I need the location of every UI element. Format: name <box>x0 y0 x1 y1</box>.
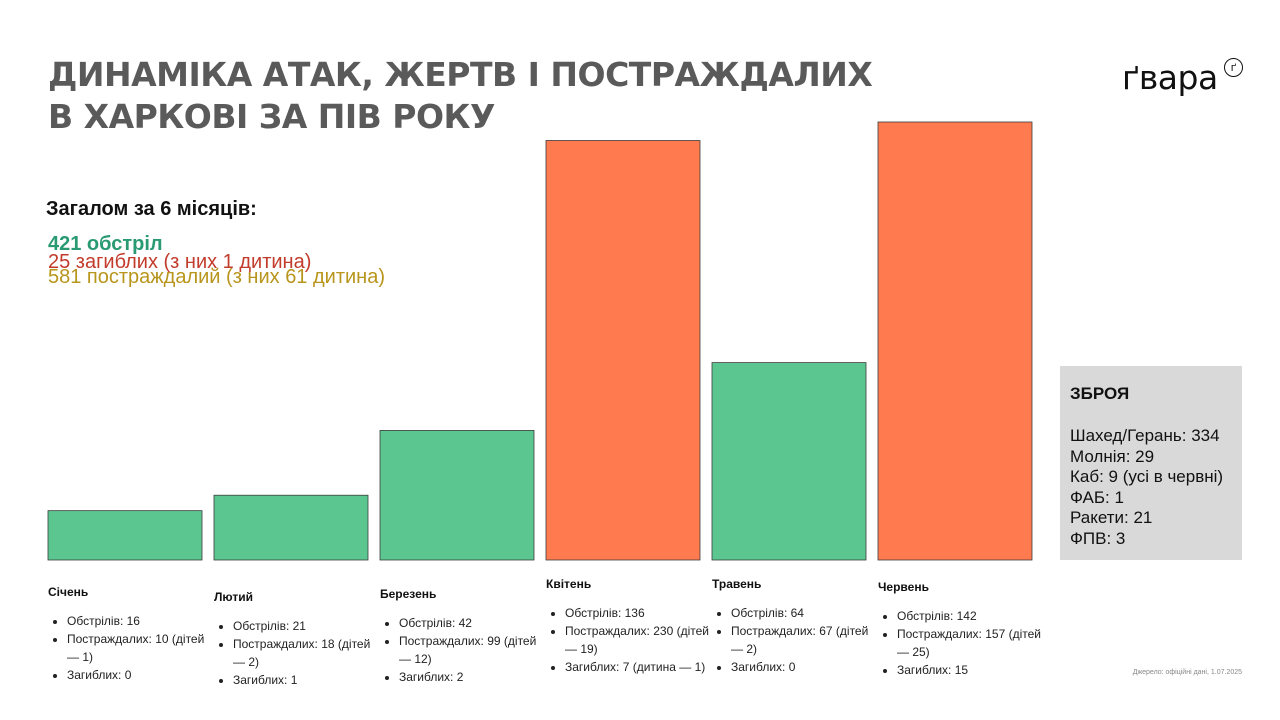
month-detail-item: Постраждалих: 157 (дітей — 25) <box>897 625 1047 661</box>
weapons-panel: ЗБРОЯ Шахед/Герань: 334 Молнія: 29 Каб: … <box>1060 366 1242 560</box>
month-detail-item: Загиблих: 2 <box>399 668 549 686</box>
month-label: Січень <box>48 585 89 599</box>
month-detail-item: Загиблих: 1 <box>233 671 383 689</box>
bar-3 <box>379 430 535 561</box>
weapons-item: Молнія: 29 <box>1070 446 1155 466</box>
weapons-item: Ракети: 21 <box>1070 508 1153 528</box>
month-detail-item: Загиблих: 0 <box>67 666 217 684</box>
month-detail-item: Загиблих: 0 <box>731 658 881 676</box>
month-label: Квітень <box>546 577 592 591</box>
summary-title: Загалом за 6 місяців: <box>46 198 257 220</box>
month-detail-item: Постраждалих: 10 (дітей — 1) <box>67 630 217 666</box>
month-details: Обстрілів: 16Постраждалих: 10 (дітей — 1… <box>49 612 217 684</box>
bar-1 <box>47 510 203 561</box>
bar-6 <box>877 121 1033 561</box>
month-detail-item: Загиблих: 15 <box>897 661 1047 679</box>
summary-injured: 581 постраждалий (з них 61 дитина) <box>48 266 385 288</box>
source-note: Джерело: офіційні дані, 1.07.2025 <box>1132 669 1242 676</box>
month-detail-item: Постраждалих: 18 (дітей — 2) <box>233 635 383 671</box>
month-detail-item: Обстрілів: 21 <box>233 617 383 635</box>
weapons-item: ФАБ: 1 <box>1070 487 1124 507</box>
month-label: Лютий <box>214 590 253 604</box>
summary-attacks: 421 обстріл <box>48 233 163 255</box>
weapons-item: ФПВ: 3 <box>1070 528 1126 548</box>
weapons-list: Шахед/Герань: 334 Молнія: 29 Каб: 9 (усі… <box>1070 426 1232 550</box>
summary-deaths: 25 загиблих (з них 1 дитина) <box>48 251 312 273</box>
month-detail-item: Загиблих: 7 (дитина — 1) <box>565 658 715 676</box>
month-details: Обстрілів: 142Постраждалих: 157 (дітей —… <box>879 607 1047 679</box>
month-label: Червень <box>878 580 929 594</box>
month-detail-item: Обстрілів: 42 <box>399 614 549 632</box>
month-detail-item: Постраждалих: 230 (дітей — 19) <box>565 622 715 658</box>
brand-logo: ґвара <box>1122 58 1218 97</box>
brand-logo-mark-icon: ґ <box>1224 58 1243 77</box>
month-detail-item: Обстрілів: 142 <box>897 607 1047 625</box>
month-label: Березень <box>380 587 437 601</box>
bar-4 <box>545 140 701 561</box>
month-details: Обстрілів: 64Постраждалих: 67 (дітей — 2… <box>713 604 881 676</box>
title-line-1: ДИНАМІКА АТАК, ЖЕРТВ І ПОСТРАЖДАЛИХ <box>48 55 873 94</box>
bar-5 <box>711 362 867 561</box>
weapons-item: Каб: 9 (усі в червні) <box>1070 467 1224 487</box>
month-detail-item: Обстрілів: 136 <box>565 604 715 622</box>
month-detail-item: Обстрілів: 64 <box>731 604 881 622</box>
weapons-item: Шахед/Герань: 334 <box>1070 426 1220 445</box>
bar-2 <box>213 494 369 561</box>
month-detail-item: Постраждалих: 67 (дітей — 2) <box>731 622 881 658</box>
month-details: Обстрілів: 21Постраждалих: 18 (дітей — 2… <box>215 617 383 689</box>
month-details: Обстрілів: 136Постраждалих: 230 (дітей —… <box>547 604 715 676</box>
month-details: Обстрілів: 42Постраждалих: 99 (дітей — 1… <box>381 614 549 686</box>
month-label: Травень <box>712 577 762 591</box>
weapons-title: ЗБРОЯ <box>1070 384 1130 403</box>
title-line-2: В ХАРКОВІ ЗА ПІВ РОКУ <box>48 97 495 136</box>
chart-title: ДИНАМІКА АТАК, ЖЕРТВ І ПОСТРАЖДАЛИХ В ХА… <box>48 54 873 138</box>
month-detail-item: Постраждалих: 99 (дітей — 12) <box>399 632 549 668</box>
month-detail-item: Обстрілів: 16 <box>67 612 217 630</box>
